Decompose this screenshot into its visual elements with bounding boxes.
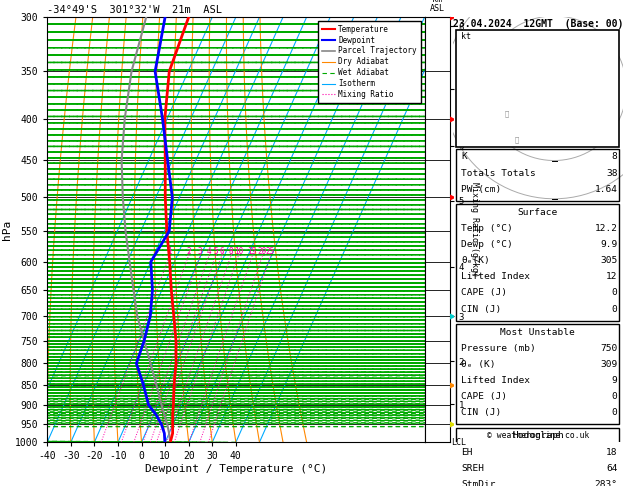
Text: Pressure (mb): Pressure (mb) <box>462 344 536 353</box>
Text: -34°49'S  301°32'W  21m  ASL: -34°49'S 301°32'W 21m ASL <box>47 5 222 15</box>
Text: km
ASL: km ASL <box>430 0 445 13</box>
Text: SREH: SREH <box>462 464 484 473</box>
X-axis label: Dewpoint / Temperature (°C): Dewpoint / Temperature (°C) <box>145 464 327 474</box>
Text: 12: 12 <box>606 272 618 281</box>
Text: CAPE (J): CAPE (J) <box>462 289 508 297</box>
Text: 9: 9 <box>612 376 618 385</box>
Text: EH: EH <box>462 448 473 456</box>
Text: 23.04.2024  12GMT  (Base: 00): 23.04.2024 12GMT (Base: 00) <box>453 19 623 29</box>
Bar <box>456 204 620 321</box>
Text: 309: 309 <box>600 360 618 369</box>
Text: 2: 2 <box>186 247 191 256</box>
Text: StmDir: StmDir <box>462 480 496 486</box>
Text: 4: 4 <box>206 247 211 256</box>
Text: 6: 6 <box>220 247 224 256</box>
Text: PW (cm): PW (cm) <box>462 185 501 194</box>
Text: 1.64: 1.64 <box>594 185 618 194</box>
Text: θₑ(K): θₑ(K) <box>462 256 490 265</box>
Text: LCL: LCL <box>451 438 466 447</box>
Text: 9.9: 9.9 <box>600 240 618 249</box>
Text: θₑ (K): θₑ (K) <box>462 360 496 369</box>
Text: 64: 64 <box>606 464 618 473</box>
Text: 15: 15 <box>248 247 257 256</box>
Text: 3: 3 <box>198 247 203 256</box>
Bar <box>456 428 620 486</box>
Text: 0: 0 <box>612 305 618 313</box>
Text: 750: 750 <box>600 344 618 353</box>
Y-axis label: hPa: hPa <box>2 220 12 240</box>
Text: 305: 305 <box>600 256 618 265</box>
Text: © weatheronline.co.uk: © weatheronline.co.uk <box>487 431 589 440</box>
Text: ✨: ✨ <box>515 136 519 142</box>
Text: Temp (°C): Temp (°C) <box>462 224 513 233</box>
Text: 8: 8 <box>612 153 618 161</box>
Text: CAPE (J): CAPE (J) <box>462 392 508 401</box>
Text: Dewp (°C): Dewp (°C) <box>462 240 513 249</box>
Text: 12.2: 12.2 <box>594 224 618 233</box>
Text: Mixing Ratio (g/kg): Mixing Ratio (g/kg) <box>470 182 479 277</box>
Text: kt: kt <box>462 32 471 41</box>
Text: 25: 25 <box>266 247 275 256</box>
Text: 18: 18 <box>606 448 618 456</box>
Text: Surface: Surface <box>518 208 558 217</box>
Text: 5: 5 <box>213 247 218 256</box>
Text: 283°: 283° <box>594 480 618 486</box>
Bar <box>456 149 620 201</box>
Text: 38: 38 <box>606 169 618 177</box>
Text: 10: 10 <box>234 247 243 256</box>
Text: 0: 0 <box>612 289 618 297</box>
Text: Most Unstable: Most Unstable <box>501 328 575 337</box>
Text: CIN (J): CIN (J) <box>462 408 501 417</box>
Bar <box>456 324 620 424</box>
Text: 1: 1 <box>167 247 172 256</box>
Text: K: K <box>462 153 467 161</box>
Text: CIN (J): CIN (J) <box>462 305 501 313</box>
Text: Totals Totals: Totals Totals <box>462 169 536 177</box>
Text: 20: 20 <box>258 247 267 256</box>
Text: Lifted Index: Lifted Index <box>462 272 530 281</box>
Legend: Temperature, Dewpoint, Parcel Trajectory, Dry Adiabat, Wet Adiabat, Isotherm, Mi: Temperature, Dewpoint, Parcel Trajectory… <box>318 21 421 103</box>
Text: 0: 0 <box>612 392 618 401</box>
Bar <box>456 30 620 147</box>
Text: Lifted Index: Lifted Index <box>462 376 530 385</box>
Text: 8: 8 <box>228 247 233 256</box>
Text: 0: 0 <box>612 408 618 417</box>
Text: Hodograph: Hodograph <box>512 432 564 440</box>
Text: ✨: ✨ <box>504 110 509 117</box>
